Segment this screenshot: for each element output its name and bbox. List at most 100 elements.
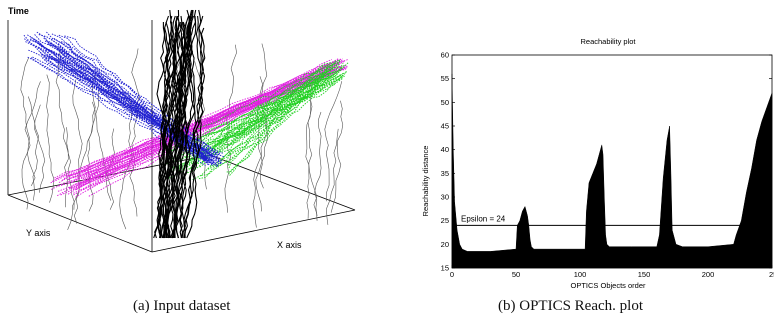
chart-title: Reachability plot <box>580 37 636 46</box>
x-tick-label: 100 <box>574 270 587 279</box>
trajectory <box>48 43 219 166</box>
trajectory <box>203 63 341 145</box>
trajectory <box>201 71 321 164</box>
y-axis-label: Y axis <box>26 228 51 238</box>
trajectory <box>56 69 336 197</box>
trajectory <box>214 61 332 145</box>
trajectory <box>172 72 336 148</box>
trajectory <box>58 47 212 164</box>
black-trajectory <box>159 27 180 239</box>
noise-trajectory <box>95 89 114 210</box>
x-axis-label: X axis <box>277 240 302 250</box>
epsilon-label: Epsilon = 24 <box>461 214 506 223</box>
black-trajectory <box>170 21 187 239</box>
noise-trajectory <box>330 100 344 213</box>
noise-trajectory <box>129 48 140 217</box>
y-tick-label: 45 <box>441 122 449 131</box>
noise-trajectory <box>224 44 237 213</box>
trajectory <box>29 38 226 158</box>
y-tick-label: 40 <box>441 145 449 154</box>
y-tick-label: 60 <box>441 51 449 60</box>
trajectory <box>30 57 208 157</box>
trajectory <box>50 51 218 159</box>
noise-trajectory <box>324 81 343 202</box>
caption-reach-plot: (b) OPTICS Reach. plot <box>498 298 643 314</box>
y-tick-label: 25 <box>441 216 449 225</box>
trajectory <box>77 68 343 186</box>
x-axis-title: OPTICS Objects order <box>570 281 646 290</box>
trajectory <box>46 31 213 156</box>
trajectory <box>68 65 338 189</box>
y-tick-label: 30 <box>441 193 449 202</box>
trajectory <box>58 34 220 156</box>
input-dataset-3d-plot: Time Y axis X axis <box>7 6 356 253</box>
noise-trajectory <box>20 57 36 187</box>
trajectory <box>192 72 337 181</box>
trajectory <box>228 75 322 169</box>
x-tick-label: 0 <box>450 270 454 279</box>
trajectory <box>84 60 345 181</box>
black-trajectory <box>173 9 192 239</box>
y-tick-label: 15 <box>441 264 449 273</box>
noise-trajectory <box>55 49 75 210</box>
noise-trajectory <box>28 96 40 201</box>
reachability-area <box>451 73 773 269</box>
trajectory <box>221 71 330 153</box>
noise-trajectory <box>314 111 322 217</box>
black-trajectory <box>162 21 181 239</box>
trajectory <box>83 63 339 191</box>
trajectory <box>217 75 343 142</box>
trajectory <box>198 59 341 157</box>
trajectory <box>199 63 333 168</box>
trajectory <box>165 61 336 165</box>
noise-trajectory <box>72 79 83 224</box>
noise-trajectory <box>21 81 41 210</box>
trajectory <box>173 61 340 144</box>
trajectory <box>82 61 338 180</box>
trajectory <box>72 66 342 186</box>
caption-input-dataset: (a) Input dataset <box>133 298 231 314</box>
y-tick-label: 50 <box>441 98 449 107</box>
trajectory <box>50 66 348 184</box>
trajectory <box>32 56 214 164</box>
x-tick-label: 50 <box>512 270 520 279</box>
trajectory <box>171 71 339 152</box>
trajectory <box>229 62 344 176</box>
y-tick-label: 20 <box>441 240 449 249</box>
x-tick-label: 200 <box>702 270 715 279</box>
trajectory <box>64 35 222 165</box>
reachability-plot: Reachability plot Reachability distance … <box>421 37 774 290</box>
trajectory <box>198 75 345 180</box>
y-axis-title: Reachability distance <box>421 146 430 217</box>
black-trajectory <box>179 9 197 239</box>
black-trajectory <box>179 9 194 239</box>
trajectory <box>60 41 209 165</box>
trajectory <box>227 71 331 166</box>
trajectory <box>207 66 339 170</box>
noise-trajectory <box>64 127 69 208</box>
noise-trajectory <box>46 74 55 203</box>
trajectory <box>75 58 339 189</box>
trajectory <box>24 38 223 165</box>
y-tick-label: 35 <box>441 169 449 178</box>
trajectory <box>190 78 325 169</box>
noise-trajectory <box>87 75 96 212</box>
black-cluster-trajectories <box>153 9 206 239</box>
noise-trajectory <box>305 100 318 221</box>
trajectory <box>211 78 343 143</box>
noise-trajectory <box>326 128 339 225</box>
trajectory <box>73 65 347 196</box>
x-tick-label: 150 <box>638 270 651 279</box>
trajectory <box>168 74 344 179</box>
noise-trajectory <box>34 104 46 193</box>
trajectory <box>45 57 213 166</box>
black-trajectory <box>158 15 176 239</box>
trajectory <box>166 70 348 176</box>
x-tick-label: 25 <box>769 270 774 279</box>
noise-trajectory <box>306 74 313 219</box>
trajectory <box>82 59 344 175</box>
z-axis-label: Time <box>8 6 29 16</box>
plot-area: Epsilon = 24 15 20 25 30 35 40 45 50 55 60 0 50 100 15… <box>441 51 774 280</box>
trajectory <box>186 73 342 166</box>
black-trajectory <box>156 15 180 239</box>
